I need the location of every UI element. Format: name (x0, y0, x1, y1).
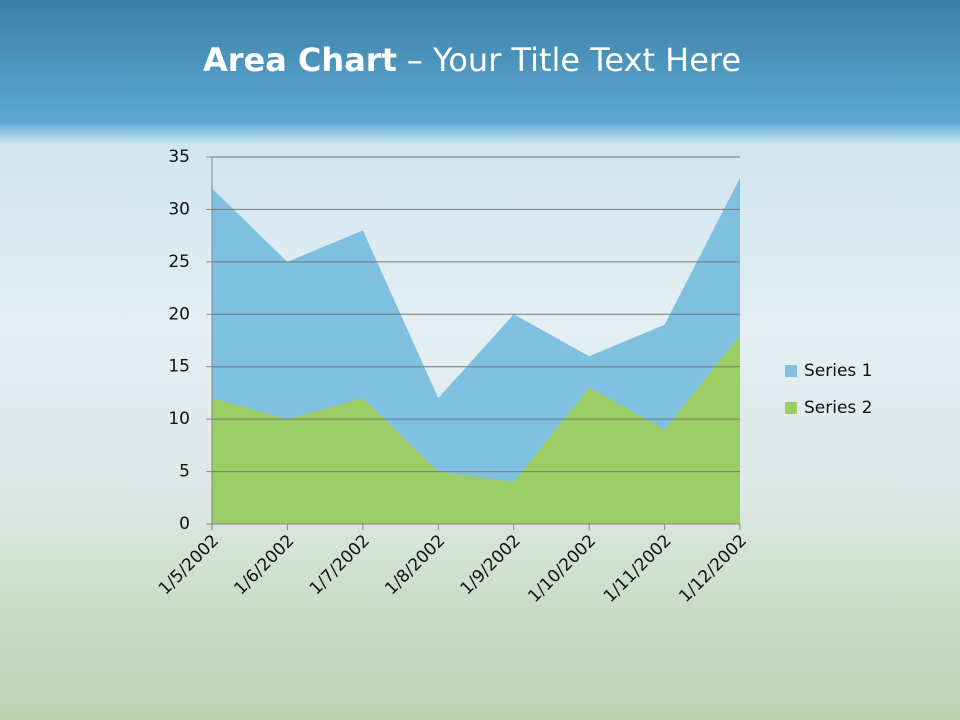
title-rest: – Your Title Text Here (407, 41, 741, 79)
legend-swatch (785, 402, 797, 414)
area (212, 335, 740, 524)
legend-label: Series 2 (804, 398, 873, 418)
slide-title: Area Chart – Your Title Text Here (203, 41, 741, 79)
y-tick-label: 20 (168, 304, 190, 324)
legend-label: Series 1 (804, 361, 873, 381)
y-tick-label: 25 (168, 252, 190, 272)
y-tick-label: 30 (168, 199, 190, 219)
y-tick-label: 35 (168, 147, 190, 167)
y-tick-label: 5 (179, 462, 190, 482)
title-bold: Area Chart (203, 41, 397, 79)
y-tick-label: 15 (168, 357, 190, 377)
legend-swatch (785, 365, 797, 377)
y-tick-label: 10 (168, 409, 190, 429)
y-tick-label: 0 (179, 514, 190, 534)
